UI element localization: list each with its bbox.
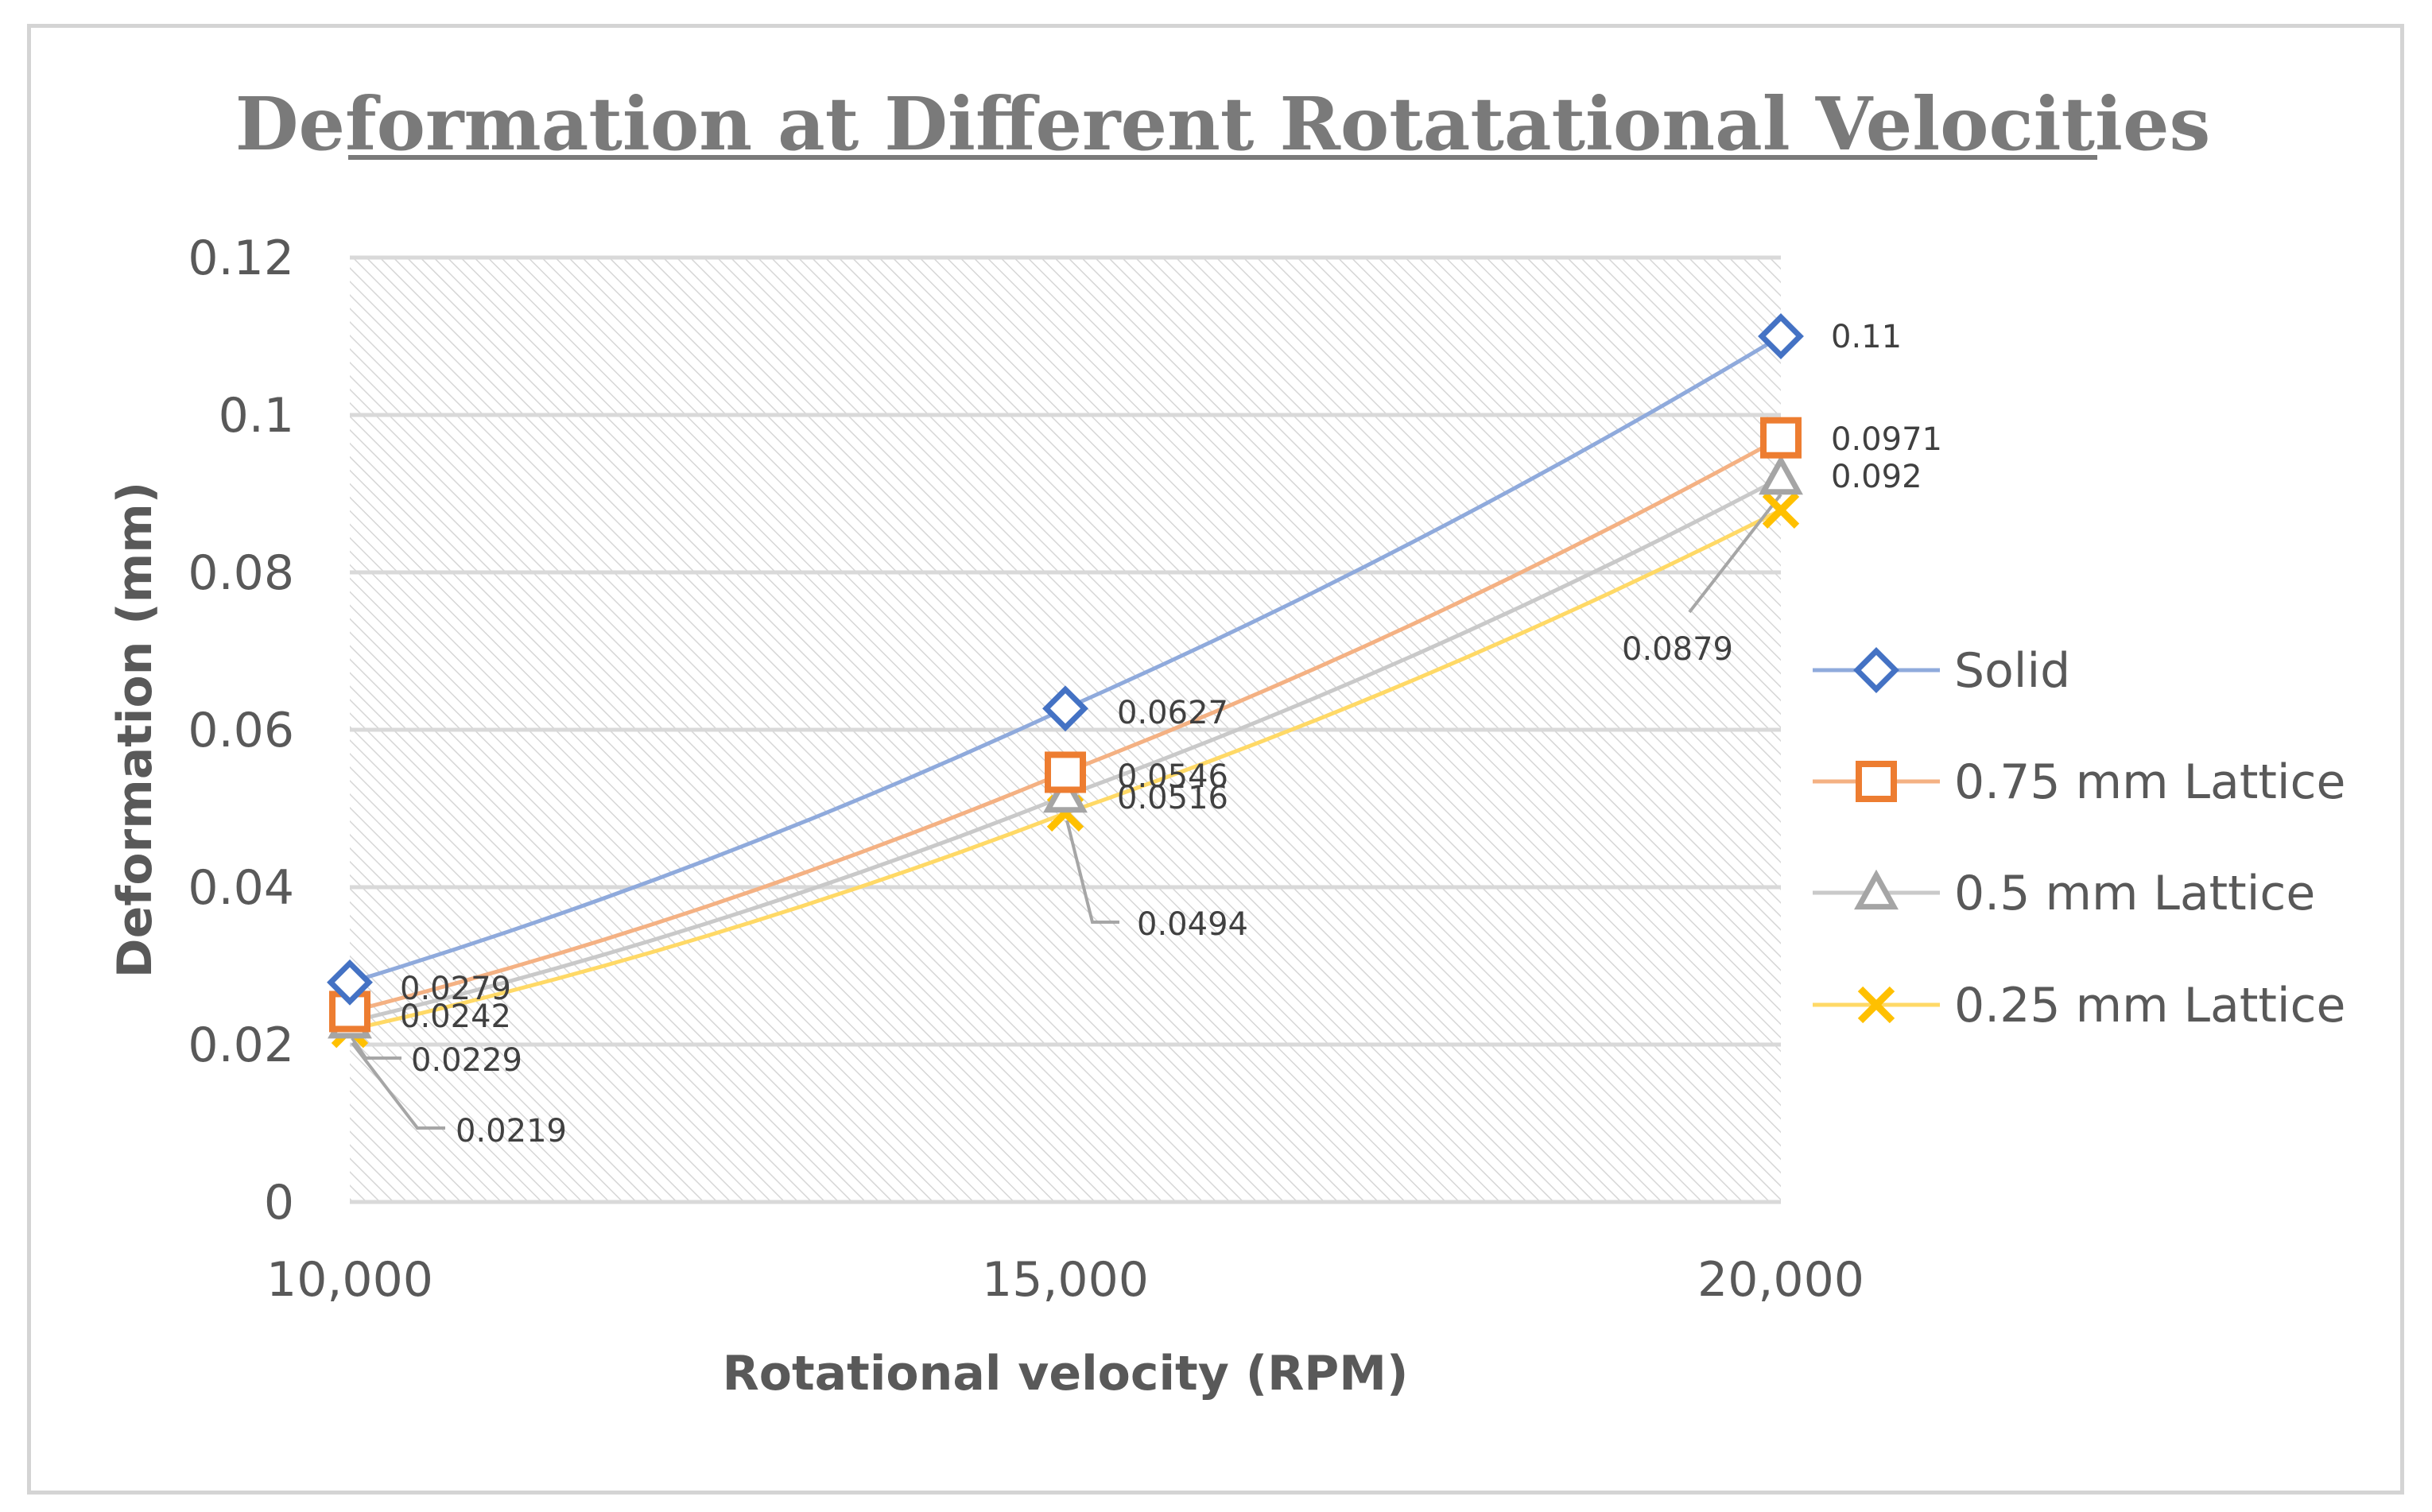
data-label-leader [1688,493,1782,614]
data-label-0-25-mm-lattice: 0.0494 [1137,906,1248,943]
legend-marker-0-25-mm-lattice [1857,986,1895,1024]
chart-title: Deformation at Different Rotatational Ve… [235,81,2211,167]
x-tick-label: 20,000 [1697,1252,1864,1308]
data-label-0-75-mm-lattice: 0.0546 [1117,758,1228,795]
data-label-0-25-mm-lattice: 0.0219 [456,1113,567,1150]
y-tick-label: 0.08 [188,545,294,601]
legend-marker-0-75-mm-lattice [1856,761,1897,802]
marker-0-5-mm-lattice [1759,454,1803,495]
data-label-0-5-mm-lattice: 0.0516 [1117,780,1228,816]
gridlines [350,255,1781,1204]
legend-label: 0.25 mm Lattice [1954,978,2345,1033]
marker-0-25-mm-lattice [1762,491,1800,529]
series-markers [327,313,1804,1049]
legend-item-0-25-mm-lattice: 0.25 mm Lattice [1813,978,2345,1033]
data-label-0-75-mm-lattice: 0.0242 [400,998,511,1035]
legend-item-0-75-mm-lattice: 0.75 mm Lattice [1813,754,2345,810]
legend-label: 0.75 mm Lattice [1954,754,2345,810]
marker-0-75-mm-lattice [1760,417,1802,459]
legend-label: 0.5 mm Lattice [1954,866,2315,921]
marker-solid [327,959,373,1006]
marker-solid [1042,685,1088,732]
data-label-leaders [351,493,1782,1130]
marker-solid [1758,313,1804,359]
legend-label: Solid [1954,643,2070,699]
legend-item-solid: Solid [1813,643,2070,699]
y-axis-title: Deformation (mm) [107,482,163,978]
x-axis-ticks: 10,000 15,000 20,000 [266,1252,1864,1308]
marker-0-75-mm-lattice [1045,751,1086,793]
data-label-0-25-mm-lattice: 0.0879 [1622,631,1733,668]
data-label-solid: 0.11 [1831,319,1902,355]
x-tick-label: 15,000 [982,1252,1149,1308]
legend-marker-0-5-mm-lattice [1854,869,1899,910]
data-label-0-5-mm-lattice: 0.0229 [411,1042,522,1079]
data-label-leader [1065,820,1119,924]
legend-item-0-5-mm-lattice: 0.5 mm Lattice [1813,866,2315,921]
y-tick-label: 0.12 [188,231,294,286]
y-tick-label: 0 [264,1175,294,1231]
y-tick-label: 0.04 [188,860,294,916]
marker-0-5-mm-lattice [1043,772,1088,813]
y-tick-label: 0.06 [188,703,294,758]
data-label-0-75-mm-lattice: 0.0971 [1831,421,1942,458]
legend-marker-solid [1853,647,1899,693]
y-tick-label: 0.1 [219,388,294,444]
data-labels: 0.0279 0.0627 0.11 0.0242 0.0546 0.0971 0.0229… [400,319,1942,1150]
data-label-solid: 0.0279 [400,971,511,1007]
data-label-leader [351,1041,445,1130]
x-tick-label: 10,000 [266,1252,433,1308]
legend: Solid 0.75 mm Lattice 0.5 mm Lattice 0.25 m… [1813,643,2345,1033]
data-label-0-5-mm-lattice: 0.092 [1831,459,1922,495]
y-axis-ticks: 0 0.02 0.04 0.06 0.08 0.1 0.12 [188,231,294,1231]
data-label-solid: 0.0627 [1117,695,1228,731]
y-tick-label: 0.02 [188,1018,294,1073]
x-axis-title: Rotational velocity (RPM) [723,1346,1409,1402]
